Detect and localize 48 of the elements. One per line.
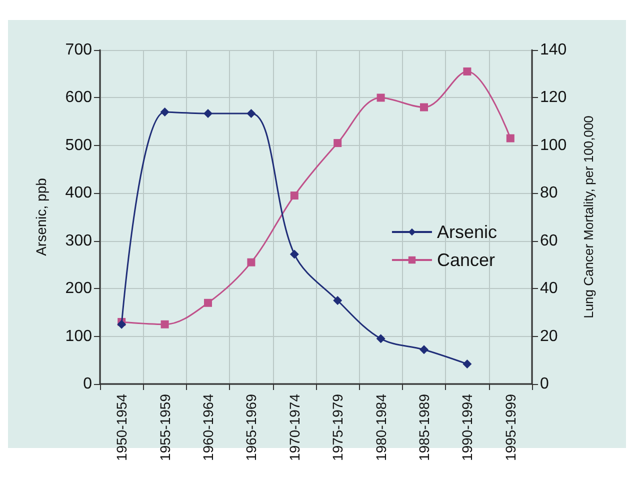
legend-label: Cancer (436, 250, 496, 270)
point (334, 139, 342, 148)
y2-tick-label: 100 (540, 136, 567, 154)
x-tick-label: 1980-1984 (372, 394, 389, 461)
x-tick-label: 1965-1969 (243, 394, 260, 461)
y2-tick-label: 20 (540, 328, 558, 345)
point (376, 94, 385, 102)
y2-tick-label: 40 (540, 280, 558, 298)
point (117, 320, 126, 329)
point (160, 108, 170, 117)
x-tick-label: 1995-1999 (502, 394, 518, 461)
y-tick-label: 400 (65, 184, 92, 202)
x-tick-label: 1975-1979 (330, 394, 346, 461)
point (204, 108, 212, 118)
x-tick-label: 1985-1989 (416, 394, 432, 461)
x-tick-label: 1990-1994 (459, 394, 476, 461)
x-tick-label: 1955-1959 (156, 394, 173, 461)
point (463, 67, 472, 76)
point (420, 103, 428, 112)
y2-tick-label: 80 (540, 184, 558, 202)
y2-tick-label: 140 (540, 42, 567, 58)
y-tick-label: 600 (65, 89, 92, 106)
point (204, 298, 212, 307)
point (247, 258, 256, 266)
point (462, 359, 472, 368)
y-tick-label: 500 (65, 136, 92, 154)
legend-label: Arsenic (436, 222, 498, 242)
y2-tick-label: 60 (540, 232, 558, 250)
point (420, 345, 428, 354)
y2-axis-title: Lung Cancer Mortality, per 100,000 (581, 116, 596, 318)
y-tick-label: 300 (65, 232, 92, 250)
x-tick-label: 1970-1974 (286, 394, 302, 461)
point (376, 334, 386, 344)
y-tick-label: 700 (65, 42, 92, 58)
point (290, 192, 298, 200)
point (160, 320, 169, 328)
point (333, 296, 342, 305)
y2-tick-label: 120 (540, 89, 567, 106)
y-tick-label: 100 (65, 328, 92, 345)
x-tick-label: 1950-1954 (114, 394, 130, 461)
y-tick-label: 0 (83, 376, 92, 392)
point (506, 134, 514, 142)
point (290, 250, 299, 259)
y-axis-title: Arsenic, ppb (33, 178, 49, 256)
x-tick-label: 1960-1964 (200, 394, 216, 461)
y2-tick-label: 0 (540, 376, 549, 392)
y-tick-label: 200 (65, 280, 92, 298)
point (246, 108, 256, 118)
